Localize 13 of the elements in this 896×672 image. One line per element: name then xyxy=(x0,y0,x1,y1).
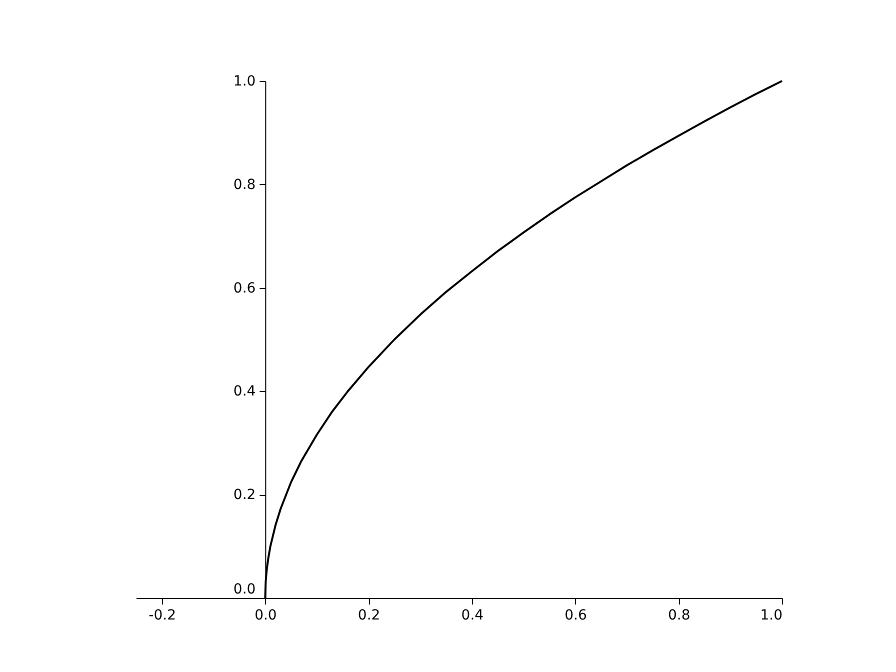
y-tick-label: 1.0 xyxy=(233,74,256,90)
x-tick-label: 0.8 xyxy=(668,608,690,624)
y-tick-label: 0.8 xyxy=(233,176,256,193)
y-tick-label: 0.2 xyxy=(233,487,256,504)
x-tick-label: 0.0 xyxy=(254,608,277,624)
x-tick-label: 0.6 xyxy=(564,608,588,624)
x-tick-label: 0.2 xyxy=(358,608,380,624)
y-tick-label: 0.0 xyxy=(233,582,256,598)
y-tick-label: 0.4 xyxy=(233,384,256,400)
x-tick-label: 0.4 xyxy=(461,608,484,624)
x-tick-label: -0.2 xyxy=(148,608,176,624)
y-tick-label: 0.6 xyxy=(233,280,256,296)
x-tick-label: 1.0 xyxy=(760,608,782,624)
